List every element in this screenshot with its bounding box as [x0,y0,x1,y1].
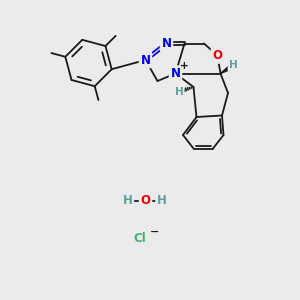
Text: −: − [150,227,159,237]
Text: H: H [229,60,238,70]
Text: +: + [179,61,188,71]
Text: H: H [123,194,132,208]
Text: H: H [157,194,167,208]
Text: Cl: Cl [133,232,146,245]
Text: N: N [161,37,172,50]
Text: N: N [170,67,181,80]
Text: O: O [140,194,151,208]
Text: H: H [175,86,184,97]
Polygon shape [220,65,232,74]
Text: O: O [212,49,223,62]
Text: N: N [140,53,151,67]
